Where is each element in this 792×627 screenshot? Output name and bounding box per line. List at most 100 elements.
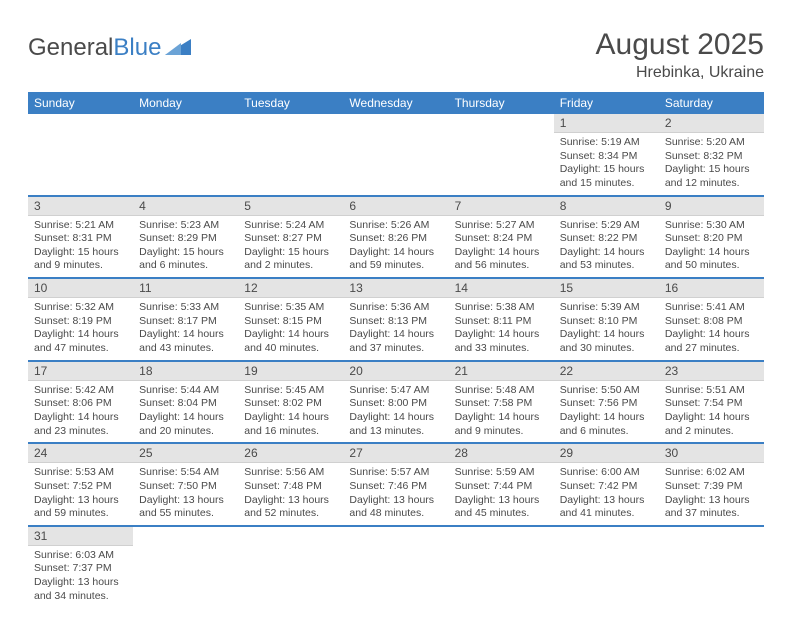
day-cell: 11Sunrise: 5:33 AMSunset: 8:17 PMDayligh… [133, 278, 238, 361]
day-details: Sunrise: 5:51 AMSunset: 7:54 PMDaylight:… [659, 381, 764, 443]
day-number: 25 [133, 444, 238, 463]
day-details: Sunrise: 5:53 AMSunset: 7:52 PMDaylight:… [28, 463, 133, 525]
logo-text-2: Blue [113, 34, 161, 62]
day-number: 12 [238, 279, 343, 298]
day-details: Sunrise: 5:44 AMSunset: 8:04 PMDaylight:… [133, 381, 238, 443]
day-number: 21 [449, 362, 554, 381]
day-cell: 22Sunrise: 5:50 AMSunset: 7:56 PMDayligh… [554, 361, 659, 444]
weekday-header: Saturday [659, 92, 764, 114]
day-details: Sunrise: 5:38 AMSunset: 8:11 PMDaylight:… [449, 298, 554, 360]
day-cell: 3Sunrise: 5:21 AMSunset: 8:31 PMDaylight… [28, 196, 133, 279]
day-cell: 21Sunrise: 5:48 AMSunset: 7:58 PMDayligh… [449, 361, 554, 444]
calendar-row: 24Sunrise: 5:53 AMSunset: 7:52 PMDayligh… [28, 443, 764, 526]
day-number: 3 [28, 197, 133, 216]
day-cell: 19Sunrise: 5:45 AMSunset: 8:02 PMDayligh… [238, 361, 343, 444]
calendar-row: 17Sunrise: 5:42 AMSunset: 8:06 PMDayligh… [28, 361, 764, 444]
page-title: August 2025 [596, 28, 764, 62]
weekday-header: Monday [133, 92, 238, 114]
day-details: Sunrise: 5:41 AMSunset: 8:08 PMDaylight:… [659, 298, 764, 360]
day-details: Sunrise: 5:48 AMSunset: 7:58 PMDaylight:… [449, 381, 554, 443]
day-number: 4 [133, 197, 238, 216]
day-details: Sunrise: 5:35 AMSunset: 8:15 PMDaylight:… [238, 298, 343, 360]
day-cell: 24Sunrise: 5:53 AMSunset: 7:52 PMDayligh… [28, 443, 133, 526]
day-details: Sunrise: 5:24 AMSunset: 8:27 PMDaylight:… [238, 216, 343, 278]
day-details: Sunrise: 5:20 AMSunset: 8:32 PMDaylight:… [659, 133, 764, 195]
empty-cell [659, 526, 764, 608]
empty-cell [28, 114, 133, 196]
day-cell: 9Sunrise: 5:30 AMSunset: 8:20 PMDaylight… [659, 196, 764, 279]
empty-cell [449, 114, 554, 196]
day-number: 23 [659, 362, 764, 381]
day-cell: 5Sunrise: 5:24 AMSunset: 8:27 PMDaylight… [238, 196, 343, 279]
day-details: Sunrise: 5:45 AMSunset: 8:02 PMDaylight:… [238, 381, 343, 443]
day-cell: 17Sunrise: 5:42 AMSunset: 8:06 PMDayligh… [28, 361, 133, 444]
day-details: Sunrise: 5:23 AMSunset: 8:29 PMDaylight:… [133, 216, 238, 278]
empty-cell [343, 114, 448, 196]
day-cell: 18Sunrise: 5:44 AMSunset: 8:04 PMDayligh… [133, 361, 238, 444]
day-number: 14 [449, 279, 554, 298]
day-number: 16 [659, 279, 764, 298]
day-cell: 27Sunrise: 5:57 AMSunset: 7:46 PMDayligh… [343, 443, 448, 526]
title-block: August 2025 Hrebinka, Ukraine [596, 28, 764, 82]
day-details: Sunrise: 5:27 AMSunset: 8:24 PMDaylight:… [449, 216, 554, 278]
day-number: 1 [554, 114, 659, 133]
calendar-body: 1Sunrise: 5:19 AMSunset: 8:34 PMDaylight… [28, 114, 764, 607]
logo-triangle-icon [165, 34, 191, 62]
day-details: Sunrise: 5:19 AMSunset: 8:34 PMDaylight:… [554, 133, 659, 195]
weekday-header: Thursday [449, 92, 554, 114]
day-details: Sunrise: 6:03 AMSunset: 7:37 PMDaylight:… [28, 546, 133, 608]
empty-cell [133, 526, 238, 608]
day-number: 22 [554, 362, 659, 381]
day-cell: 25Sunrise: 5:54 AMSunset: 7:50 PMDayligh… [133, 443, 238, 526]
day-cell: 20Sunrise: 5:47 AMSunset: 8:00 PMDayligh… [343, 361, 448, 444]
weekday-header: Tuesday [238, 92, 343, 114]
empty-cell [238, 526, 343, 608]
day-cell: 7Sunrise: 5:27 AMSunset: 8:24 PMDaylight… [449, 196, 554, 279]
day-details: Sunrise: 5:54 AMSunset: 7:50 PMDaylight:… [133, 463, 238, 525]
day-cell: 13Sunrise: 5:36 AMSunset: 8:13 PMDayligh… [343, 278, 448, 361]
day-number: 9 [659, 197, 764, 216]
calendar-table: SundayMondayTuesdayWednesdayThursdayFrid… [28, 92, 764, 607]
day-number: 30 [659, 444, 764, 463]
day-number: 28 [449, 444, 554, 463]
calendar-row: 1Sunrise: 5:19 AMSunset: 8:34 PMDaylight… [28, 114, 764, 196]
location-label: Hrebinka, Ukraine [596, 64, 764, 82]
day-cell: 14Sunrise: 5:38 AMSunset: 8:11 PMDayligh… [449, 278, 554, 361]
day-number: 26 [238, 444, 343, 463]
day-cell: 26Sunrise: 5:56 AMSunset: 7:48 PMDayligh… [238, 443, 343, 526]
day-details: Sunrise: 5:47 AMSunset: 8:00 PMDaylight:… [343, 381, 448, 443]
day-cell: 29Sunrise: 6:00 AMSunset: 7:42 PMDayligh… [554, 443, 659, 526]
day-details: Sunrise: 5:36 AMSunset: 8:13 PMDaylight:… [343, 298, 448, 360]
day-cell: 30Sunrise: 6:02 AMSunset: 7:39 PMDayligh… [659, 443, 764, 526]
day-number: 24 [28, 444, 133, 463]
day-details: Sunrise: 5:39 AMSunset: 8:10 PMDaylight:… [554, 298, 659, 360]
day-details: Sunrise: 5:57 AMSunset: 7:46 PMDaylight:… [343, 463, 448, 525]
day-details: Sunrise: 5:21 AMSunset: 8:31 PMDaylight:… [28, 216, 133, 278]
day-cell: 31Sunrise: 6:03 AMSunset: 7:37 PMDayligh… [28, 526, 133, 608]
day-details: Sunrise: 5:33 AMSunset: 8:17 PMDaylight:… [133, 298, 238, 360]
day-cell: 15Sunrise: 5:39 AMSunset: 8:10 PMDayligh… [554, 278, 659, 361]
weekday-header: Friday [554, 92, 659, 114]
weekday-header: Sunday [28, 92, 133, 114]
day-number: 5 [238, 197, 343, 216]
weekday-header: Wednesday [343, 92, 448, 114]
day-number: 18 [133, 362, 238, 381]
calendar-row: 10Sunrise: 5:32 AMSunset: 8:19 PMDayligh… [28, 278, 764, 361]
empty-cell [238, 114, 343, 196]
day-cell: 28Sunrise: 5:59 AMSunset: 7:44 PMDayligh… [449, 443, 554, 526]
day-cell: 8Sunrise: 5:29 AMSunset: 8:22 PMDaylight… [554, 196, 659, 279]
day-number: 31 [28, 527, 133, 546]
day-details: Sunrise: 5:56 AMSunset: 7:48 PMDaylight:… [238, 463, 343, 525]
day-details: Sunrise: 5:29 AMSunset: 8:22 PMDaylight:… [554, 216, 659, 278]
header: GeneralBlue August 2025 Hrebinka, Ukrain… [28, 28, 764, 82]
day-cell: 23Sunrise: 5:51 AMSunset: 7:54 PMDayligh… [659, 361, 764, 444]
day-number: 8 [554, 197, 659, 216]
day-details: Sunrise: 5:30 AMSunset: 8:20 PMDaylight:… [659, 216, 764, 278]
empty-cell [554, 526, 659, 608]
day-cell: 4Sunrise: 5:23 AMSunset: 8:29 PMDaylight… [133, 196, 238, 279]
day-number: 13 [343, 279, 448, 298]
day-number: 27 [343, 444, 448, 463]
calendar-row: 31Sunrise: 6:03 AMSunset: 7:37 PMDayligh… [28, 526, 764, 608]
day-number: 15 [554, 279, 659, 298]
logo-text-1: General [28, 34, 113, 62]
